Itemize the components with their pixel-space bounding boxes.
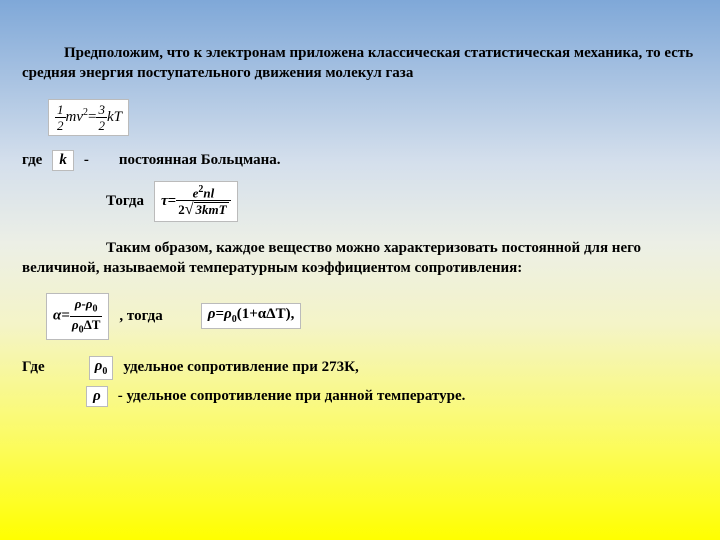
symbol-rho0: ρ0 <box>89 356 114 380</box>
symbol-rho: ρ <box>86 386 108 407</box>
paragraph-temperature-coef: Таким образом, каждое вещество можно хар… <box>22 238 698 279</box>
line-where-rho0: Где ρ0 удельное сопротивление при 273К, <box>22 356 698 380</box>
formula-kinetic-energy: 12mv2=32kT <box>48 99 129 136</box>
paragraph-intro: Предположим, что к электронам приложена … <box>22 43 698 84</box>
line-rho: ρ - удельное сопротивление при данной те… <box>86 386 698 407</box>
rho0-desc: удельное сопротивление при 273К, <box>123 359 358 376</box>
formula-alpha: α= ρ-ρ0 ρ0ΔT <box>46 293 109 339</box>
then-label: Тогда <box>106 193 144 210</box>
line-alpha: α= ρ-ρ0 ρ0ΔT , тогда ρ=ρ0(1+αΔT), <box>46 293 698 339</box>
where-label: где <box>22 152 42 169</box>
where-cap: Где <box>22 359 45 376</box>
comma-then: , тогда <box>119 308 162 325</box>
symbol-k: k <box>52 150 74 171</box>
line-then-tau: Тогда τ= e2nl 2√3kmT <box>106 181 698 222</box>
rho-desc: - удельное сопротивление при данной темп… <box>118 388 466 405</box>
formula-tau: τ= e2nl 2√3kmT <box>154 181 238 222</box>
dash: - <box>84 152 89 169</box>
line-where-k: где k - постоянная Больцмана. <box>22 150 698 171</box>
formula-rho-of-t: ρ=ρ0(1+αΔT), <box>201 303 302 329</box>
boltzmann-label: постоянная Больцмана. <box>119 152 281 169</box>
